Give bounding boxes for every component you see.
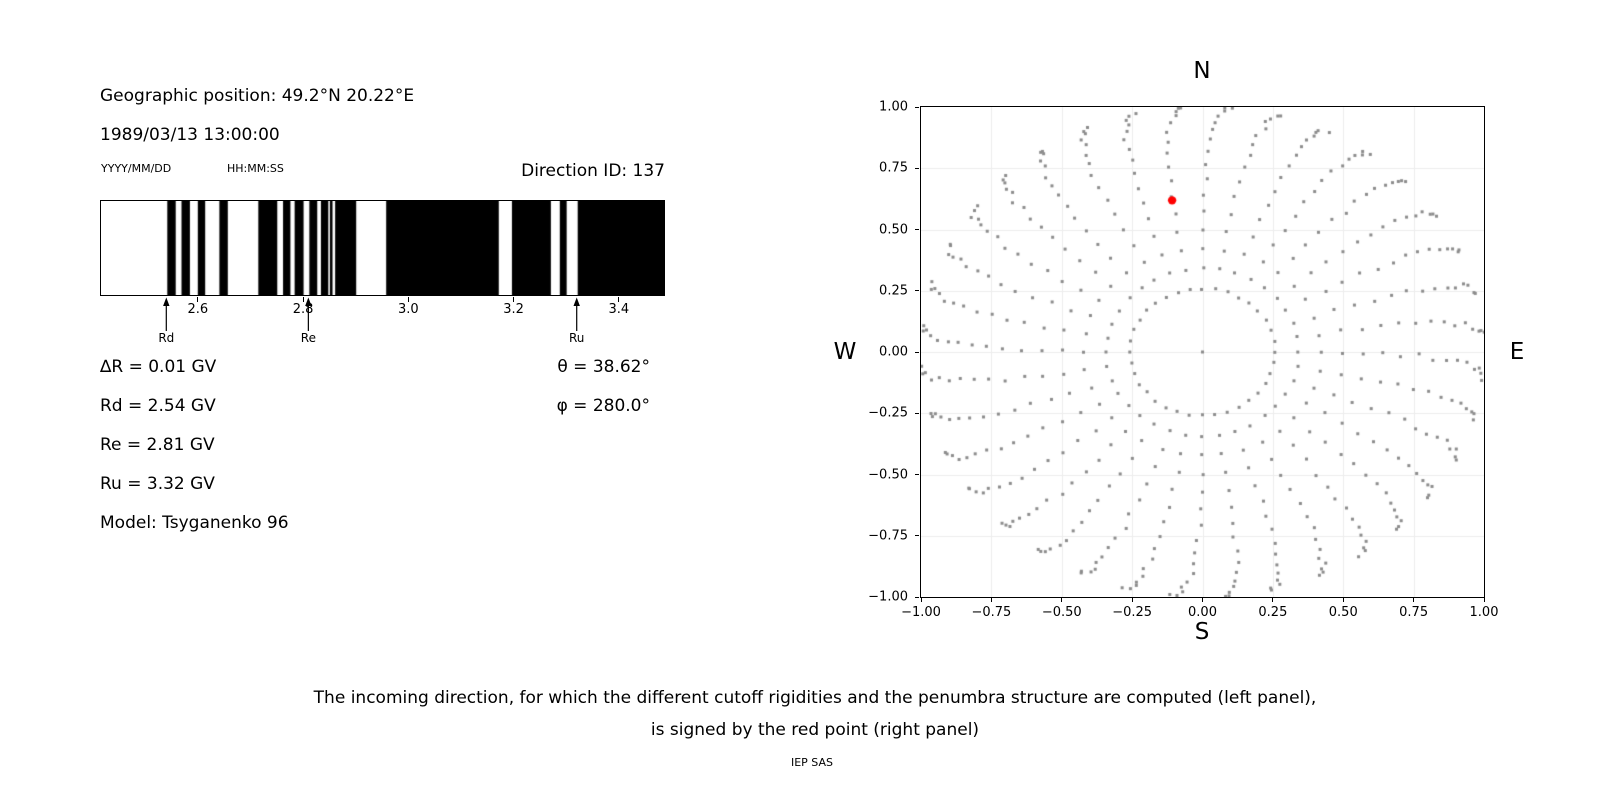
x-tick-label: −0.25: [1112, 605, 1153, 620]
x-tick-label: −0.75: [971, 605, 1012, 620]
y-axis-tick: [915, 167, 919, 169]
x-tick-label: 0.25: [1258, 605, 1288, 620]
marker-label-re: Re: [300, 331, 316, 345]
penumbra-plot-box: [100, 200, 665, 296]
y-tick-label: 0.75: [879, 160, 908, 176]
compass-east-label: E: [1509, 339, 1525, 365]
rd-value: Rd = 2.54 GV: [100, 396, 216, 416]
marker-arrow-head: [163, 297, 170, 306]
credit-label: IEP SAS: [790, 756, 834, 769]
x-axis-tick: [1202, 598, 1203, 602]
x-axis-tick: [920, 598, 922, 602]
cutoff-marker-arrows: [163, 297, 580, 331]
y-tick-label: −0.25: [868, 405, 908, 421]
caption-line-1: The incoming direction, for which the di…: [313, 688, 1317, 708]
phi-value: φ = 280.0°: [556, 396, 650, 416]
direction-scatter-canvas: [921, 107, 1484, 597]
y-axis-tick: [915, 351, 919, 353]
x-axis-tick: [1131, 598, 1133, 602]
y-tick-label: 0.25: [879, 283, 908, 299]
axis-tick: [407, 297, 409, 302]
x-axis-tick: [1483, 598, 1485, 602]
axis-tick: [618, 297, 620, 302]
y-axis-tick: [915, 229, 919, 230]
delta-r-value: ∆R = 0.01 GV: [100, 357, 217, 377]
ru-value: Ru = 3.32 GV: [100, 474, 215, 494]
x-tick-label: 0.00: [1188, 605, 1217, 620]
tick-label: 3.2: [503, 302, 524, 317]
date-format-label: YYYY/MM/DD: [101, 162, 172, 175]
re-value: Re = 2.81 GV: [100, 435, 215, 455]
caption-line-2: is signed by the red point (right panel): [650, 720, 980, 740]
x-tick-label: 0.50: [1328, 605, 1358, 620]
axis-tick: [302, 297, 304, 302]
x-axis-tick: [990, 598, 992, 602]
penumbra-barcode-canvas: [101, 201, 664, 295]
x-tick-label: −1.00: [901, 605, 941, 620]
datetime-label: 1989/03/13 13:00:00: [100, 125, 280, 145]
tick-label: 3.0: [397, 302, 419, 317]
axis-tick: [197, 297, 199, 302]
marker-label-ru: Ru: [569, 331, 585, 345]
marker-arrow-head: [573, 297, 580, 306]
direction-plot-box: [920, 106, 1485, 598]
marker-label-rd: Rd: [158, 331, 175, 345]
y-tick-label: −1.00: [868, 589, 908, 605]
y-tick-label: 0.00: [879, 344, 908, 360]
theta-value: θ = 38.62°: [557, 357, 650, 377]
y-axis-tick: [915, 596, 919, 598]
x-tick-label: 1.00: [1469, 605, 1499, 620]
tick-label: 2.6: [187, 302, 209, 317]
tick-label: 3.4: [608, 302, 630, 317]
compass-north-label: N: [1193, 58, 1211, 84]
marker-arrow-head: [305, 297, 312, 306]
model-label: Model: Tsyganenko 96: [100, 513, 289, 533]
y-tick-label: 1.00: [879, 99, 908, 115]
y-tick-label: 0.50: [879, 222, 908, 237]
x-tick-label: 0.75: [1399, 605, 1429, 620]
compass-south-label: S: [1194, 619, 1210, 645]
y-axis-tick: [915, 412, 919, 414]
x-axis-tick: [1061, 598, 1063, 602]
compass-west-label: W: [833, 339, 857, 365]
y-axis-tick: [915, 474, 919, 475]
x-axis-tick: [1272, 598, 1274, 602]
y-tick-label: −0.75: [868, 528, 908, 544]
x-axis-tick: [1413, 598, 1415, 602]
y-axis-tick: [915, 535, 919, 537]
y-axis-tick: [915, 290, 919, 292]
direction-id-label: Direction ID: 137: [521, 161, 665, 181]
y-axis-tick: [915, 106, 919, 108]
x-axis-tick: [1342, 598, 1344, 602]
time-format-label: HH:MM:SS: [227, 162, 284, 175]
x-tick-label: −0.50: [1041, 605, 1082, 620]
geo-position-label: Geographic position: 49.2°N 20.22°E: [100, 86, 415, 106]
axis-tick: [513, 297, 515, 302]
y-tick-label: −0.50: [868, 467, 908, 482]
